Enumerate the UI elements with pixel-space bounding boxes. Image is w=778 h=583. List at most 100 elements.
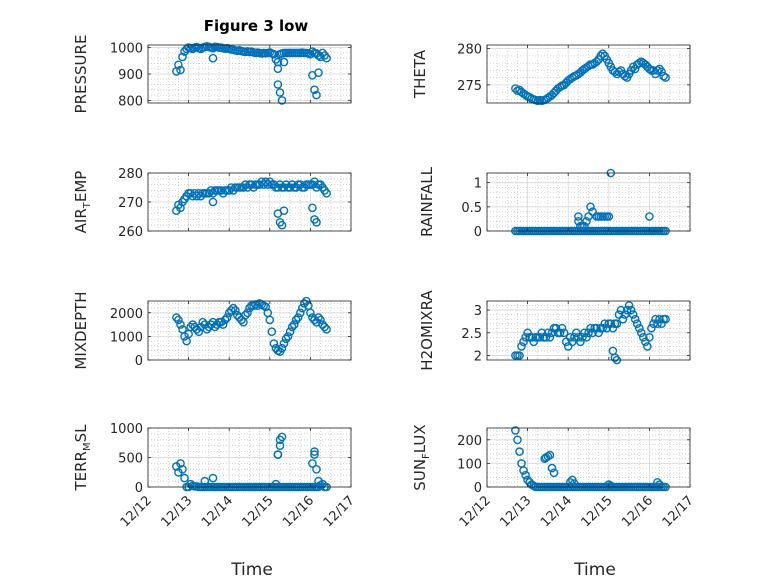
- theta-ytick-label: 280: [457, 43, 482, 58]
- h2omixra-axes-box: [486, 300, 691, 361]
- h2omixra-point: [559, 328, 569, 338]
- mixdepth-point: [172, 313, 181, 322]
- mixdepth-point: [295, 308, 305, 318]
- h2omixra-point: [555, 328, 565, 338]
- pressure-point: [275, 88, 285, 97]
- pressure-point: [208, 53, 218, 63]
- terr-msl-point: [178, 464, 187, 474]
- rainfall-ytick-label: 1: [474, 177, 482, 192]
- h2omixra-point: [545, 332, 555, 342]
- h2omixra-point: [576, 337, 585, 347]
- terr-msl-ylabel-main: TERR: [72, 451, 90, 492]
- plot-air-temp: 260 270 280 AIRTEMP: [72, 167, 352, 240]
- pressure-point: [273, 80, 283, 89]
- terr-msl-point: [314, 476, 323, 486]
- theta-point: [630, 64, 640, 74]
- h2omixra-series: [511, 301, 670, 365]
- rainfall-point: [604, 212, 614, 221]
- h2omixra-point: [584, 328, 593, 338]
- h2omixra-point: [606, 319, 616, 329]
- theta-point: [598, 49, 608, 59]
- rainfall-ytick-label: 0.5: [461, 201, 482, 216]
- theta-point: [620, 71, 630, 81]
- sun-flux-point: [513, 435, 522, 445]
- air-temp-point: [322, 188, 331, 198]
- mixdepth-point: [220, 315, 230, 325]
- terr-msl-ylabel-rest: SL: [72, 424, 90, 443]
- h2omixra-point: [628, 310, 638, 319]
- h2omixra-point: [626, 305, 636, 315]
- sun-flux-xtick-label: 12/15: [579, 493, 616, 530]
- terr-msl-point: [277, 432, 287, 442]
- terr-msl-point: [271, 479, 281, 489]
- terr-msl-point: [310, 450, 319, 459]
- sun-flux-ylabel: SUNFLUX: [411, 424, 432, 490]
- h2omixra-point: [598, 323, 608, 333]
- h2omixra-point: [527, 332, 537, 342]
- pressure-ytick-label: 900: [118, 68, 143, 83]
- theta-point: [659, 71, 668, 81]
- rainfall-point: [582, 216, 591, 226]
- h2omixra-point: [568, 337, 577, 347]
- plot-terr-msl: 0 500 1000 TERRMSL 12/12 12/13 12/14 12/15 12/16…: [72, 422, 358, 530]
- h2omixra-point: [519, 337, 528, 347]
- mixdepth-point: [174, 315, 183, 325]
- plot-theta: 275 280 THETA: [411, 43, 691, 106]
- terr-msl-point: [312, 464, 321, 474]
- sun-flux-tick-marks: [486, 428, 691, 488]
- plot-h2omixra: 2 2.5 3 H2OMIXRA: [418, 290, 691, 371]
- mixdepth-point: [316, 315, 325, 325]
- h2omixra-point: [653, 319, 662, 329]
- sun-flux-point: [549, 468, 559, 478]
- h2omixra-point: [637, 328, 646, 338]
- terr-msl-xtick-label: 12/17: [321, 493, 358, 530]
- mixdepth-point: [299, 299, 309, 308]
- h2omixra-point: [574, 332, 583, 342]
- terr-msl-xtick-label: 12/15: [240, 493, 277, 530]
- air-temp-ylabel-rest: EMP: [72, 171, 90, 202]
- h2omixra-point: [570, 332, 579, 342]
- theta-point: [645, 64, 654, 74]
- mixdepth-point: [320, 322, 329, 332]
- h2omixra-point: [647, 323, 656, 333]
- sun-flux-axes-box: [486, 427, 691, 488]
- mixdepth-point: [265, 315, 275, 325]
- terr-msl-point: [180, 473, 189, 483]
- h2omixra-point: [592, 323, 601, 333]
- h2omixra-point: [635, 323, 644, 333]
- mixdepth-ytick-label: 2000: [110, 307, 143, 322]
- h2omixra-point: [624, 301, 634, 310]
- sun-flux-ytick-label: 200: [457, 434, 482, 449]
- theta-point: [653, 66, 662, 75]
- mixdepth-point: [241, 310, 250, 320]
- air-temp-series: [172, 177, 331, 230]
- air-temp-point: [277, 220, 287, 230]
- theta-ytick-label: 275: [457, 79, 482, 94]
- sun-flux-xtick-label: 12/12: [457, 493, 494, 530]
- mixdepth-point: [192, 324, 201, 334]
- mixdepth-point: [218, 320, 228, 329]
- mixdepth-point: [281, 334, 291, 344]
- h2omixra-point: [600, 319, 610, 329]
- sun-flux-point: [540, 454, 550, 464]
- mixdepth-point: [194, 327, 204, 337]
- mixdepth-point: [198, 317, 208, 327]
- sun-flux-point: [547, 463, 557, 473]
- air-temp-point: [208, 197, 218, 207]
- sun-flux-point: [606, 481, 616, 491]
- h2omixra-point: [612, 319, 622, 329]
- h2omixra-point: [515, 351, 524, 360]
- rainfall-point: [574, 216, 583, 226]
- mixdepth-point: [228, 303, 238, 313]
- pressure-point: [273, 64, 283, 73]
- h2omixra-point: [565, 332, 575, 342]
- mixdepth-ytick-label: 0: [135, 354, 143, 369]
- theta-point: [610, 67, 620, 77]
- mixdepth-tick-marks: [147, 301, 352, 361]
- h2omixra-point: [578, 332, 587, 342]
- terr-msl-ylabel: TERRMSL: [72, 424, 93, 492]
- sun-flux-point: [655, 480, 664, 489]
- theta-tick-marks: [486, 45, 691, 103]
- air-temp-ylabel: AIRTEMP: [72, 171, 93, 234]
